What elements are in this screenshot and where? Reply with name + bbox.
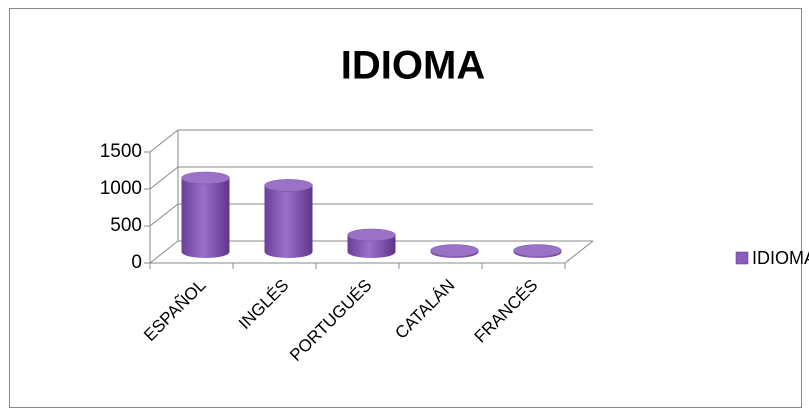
grid-line: [149, 240, 593, 264]
y-tick-label: 1500: [100, 141, 142, 162]
bar-top: [347, 228, 396, 242]
chart-border: [9, 8, 802, 408]
legend-label: IDIOMA: [752, 248, 809, 268]
grid-line: [149, 166, 593, 190]
bar: [347, 234, 396, 258]
bar: [181, 178, 230, 258]
grid-line: [149, 203, 593, 227]
y-tick-label: 0: [131, 252, 142, 273]
bar-top: [264, 179, 313, 192]
grid-line: [149, 129, 593, 153]
bar-top: [181, 171, 230, 185]
bar-top: [513, 244, 562, 257]
chart-title: IDIOMA: [341, 44, 485, 88]
legend-swatch: [735, 251, 749, 265]
bar: [264, 185, 313, 258]
y-tick-label: 500: [110, 215, 142, 236]
y-tick-label: 1000: [100, 178, 142, 199]
bar-top: [430, 244, 479, 257]
